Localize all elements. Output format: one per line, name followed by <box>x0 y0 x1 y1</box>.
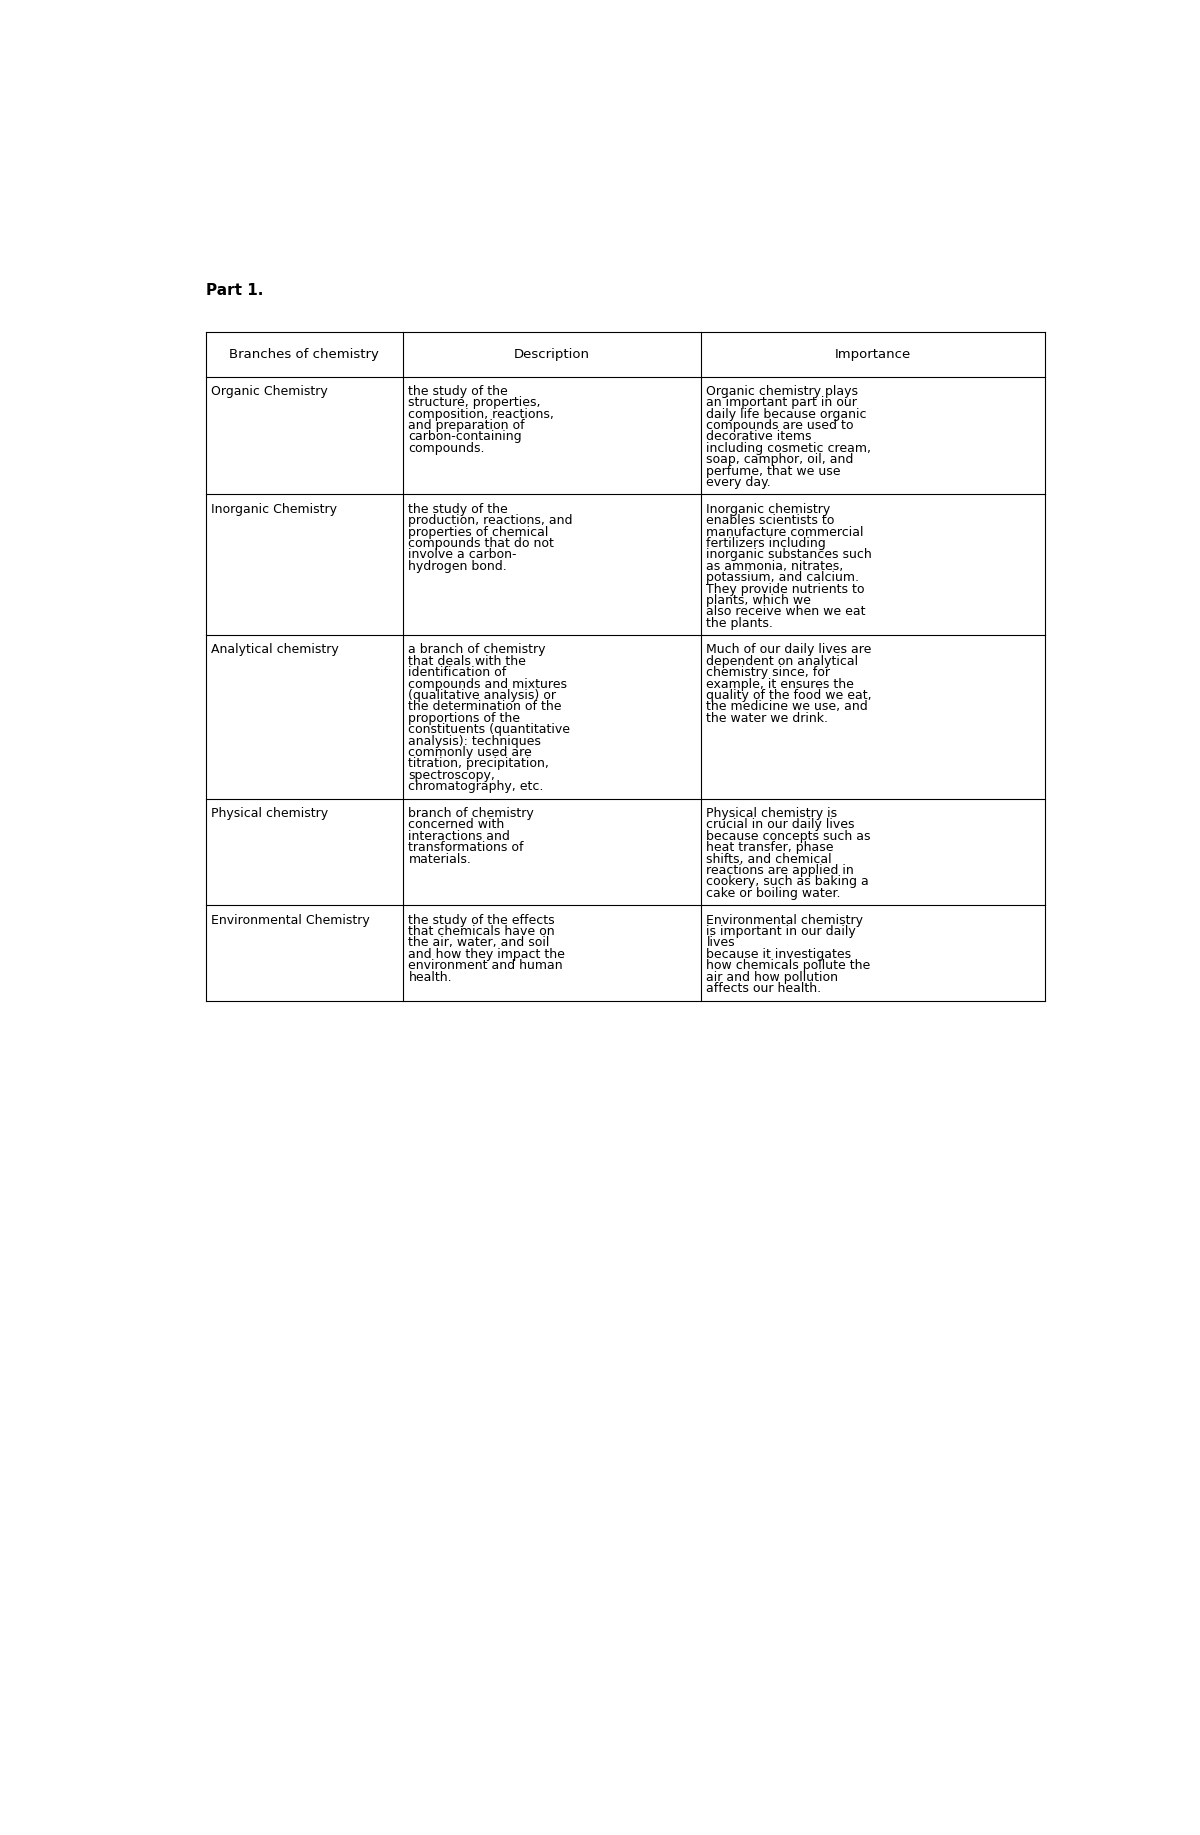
Text: inorganic substances such: inorganic substances such <box>707 549 872 562</box>
Text: Physical chemistry: Physical chemistry <box>211 807 329 820</box>
Text: transformations of: transformations of <box>408 840 524 855</box>
Text: decorative items: decorative items <box>707 431 812 444</box>
Text: Organic Chemistry: Organic Chemistry <box>211 385 328 398</box>
Text: Branches of chemistry: Branches of chemistry <box>229 347 379 361</box>
Text: Organic chemistry plays: Organic chemistry plays <box>707 385 858 398</box>
Text: materials.: materials. <box>408 853 472 866</box>
Text: proportions of the: proportions of the <box>408 712 521 725</box>
Text: manufacture commercial: manufacture commercial <box>707 525 864 538</box>
Text: analysis): techniques: analysis): techniques <box>408 734 541 747</box>
Text: reactions are applied in: reactions are applied in <box>707 864 854 877</box>
Text: constituents (quantitative: constituents (quantitative <box>408 723 570 736</box>
Text: compounds and mixtures: compounds and mixtures <box>408 677 568 690</box>
Text: structure, properties,: structure, properties, <box>408 396 541 409</box>
Text: crucial in our daily lives: crucial in our daily lives <box>707 818 854 831</box>
Text: cake or boiling water.: cake or boiling water. <box>707 886 841 899</box>
Text: shifts, and chemical: shifts, and chemical <box>707 853 832 866</box>
Text: lives: lives <box>707 936 736 949</box>
Text: Inorganic chemistry: Inorganic chemistry <box>707 503 830 516</box>
Text: (qualitative analysis) or: (qualitative analysis) or <box>408 690 557 703</box>
Text: spectroscopy,: spectroscopy, <box>408 769 496 782</box>
Text: Much of our daily lives are: Much of our daily lives are <box>707 644 872 657</box>
Text: fertilizers including: fertilizers including <box>707 538 826 550</box>
Text: interactions and: interactions and <box>408 829 510 842</box>
Text: cookery, such as baking a: cookery, such as baking a <box>707 875 869 888</box>
Text: Analytical chemistry: Analytical chemistry <box>211 644 338 657</box>
Text: perfume, that we use: perfume, that we use <box>707 464 841 477</box>
Text: compounds.: compounds. <box>408 442 485 455</box>
Text: how chemicals pollute the: how chemicals pollute the <box>707 960 871 973</box>
Text: daily life because organic: daily life because organic <box>707 407 866 420</box>
Text: every day.: every day. <box>707 475 772 488</box>
Text: hydrogen bond.: hydrogen bond. <box>408 560 508 573</box>
Text: air and how pollution: air and how pollution <box>707 971 839 984</box>
Text: Importance: Importance <box>835 347 911 361</box>
Text: branch of chemistry: branch of chemistry <box>408 807 534 820</box>
Text: chemistry since, for: chemistry since, for <box>707 666 830 679</box>
Text: compounds are used to: compounds are used to <box>707 418 854 431</box>
Text: dependent on analytical: dependent on analytical <box>707 655 858 668</box>
Text: commonly used are: commonly used are <box>408 747 533 760</box>
Text: compounds that do not: compounds that do not <box>408 538 554 550</box>
Text: involve a carbon-: involve a carbon- <box>408 549 517 562</box>
Text: affects our health.: affects our health. <box>707 982 822 995</box>
Text: because it investigates: because it investigates <box>707 949 852 962</box>
Text: example, it ensures the: example, it ensures the <box>707 677 854 690</box>
Text: including cosmetic cream,: including cosmetic cream, <box>707 442 871 455</box>
Text: environment and human: environment and human <box>408 960 563 973</box>
Text: composition, reactions,: composition, reactions, <box>408 407 554 420</box>
Text: the plants.: the plants. <box>707 617 773 629</box>
Text: heat transfer, phase: heat transfer, phase <box>707 840 834 855</box>
Text: an important part in our: an important part in our <box>707 396 857 409</box>
Text: that chemicals have on: that chemicals have on <box>408 925 556 938</box>
Text: because concepts such as: because concepts such as <box>707 829 871 842</box>
Text: the water we drink.: the water we drink. <box>707 712 828 725</box>
Text: soap, camphor, oil, and: soap, camphor, oil, and <box>707 453 854 466</box>
Text: the study of the: the study of the <box>408 385 509 398</box>
Text: as ammonia, nitrates,: as ammonia, nitrates, <box>707 560 844 573</box>
Text: and preparation of: and preparation of <box>408 418 526 431</box>
Text: plants, which we: plants, which we <box>707 595 811 607</box>
Text: the medicine we use, and: the medicine we use, and <box>707 701 868 714</box>
Text: and how they impact the: and how they impact the <box>408 949 565 962</box>
Text: the study of the effects: the study of the effects <box>408 914 556 927</box>
Text: enables scientists to: enables scientists to <box>707 514 835 527</box>
Text: Environmental Chemistry: Environmental Chemistry <box>211 914 370 927</box>
Text: Description: Description <box>514 347 590 361</box>
Text: the study of the: the study of the <box>408 503 509 516</box>
Text: that deals with the: that deals with the <box>408 655 527 668</box>
Text: chromatography, etc.: chromatography, etc. <box>408 780 544 793</box>
Text: Part 1.: Part 1. <box>206 283 263 299</box>
Text: production, reactions, and: production, reactions, and <box>408 514 572 527</box>
Text: They provide nutrients to: They provide nutrients to <box>707 582 865 596</box>
Text: Environmental chemistry: Environmental chemistry <box>707 914 864 927</box>
Text: Inorganic Chemistry: Inorganic Chemistry <box>211 503 337 516</box>
Text: titration, precipitation,: titration, precipitation, <box>408 758 550 771</box>
Text: identification of: identification of <box>408 666 506 679</box>
Text: properties of chemical: properties of chemical <box>408 525 548 538</box>
Text: the air, water, and soil: the air, water, and soil <box>408 936 550 949</box>
Text: also receive when we eat: also receive when we eat <box>707 606 866 618</box>
Text: potassium, and calcium.: potassium, and calcium. <box>707 571 859 584</box>
Text: concerned with: concerned with <box>408 818 505 831</box>
Text: health.: health. <box>408 971 452 984</box>
Text: the determination of the: the determination of the <box>408 701 562 714</box>
Text: Physical chemistry is: Physical chemistry is <box>707 807 838 820</box>
Text: quality of the food we eat,: quality of the food we eat, <box>707 690 872 703</box>
Text: a branch of chemistry: a branch of chemistry <box>408 644 546 657</box>
Text: carbon-containing: carbon-containing <box>408 431 522 444</box>
Text: is important in our daily: is important in our daily <box>707 925 856 938</box>
